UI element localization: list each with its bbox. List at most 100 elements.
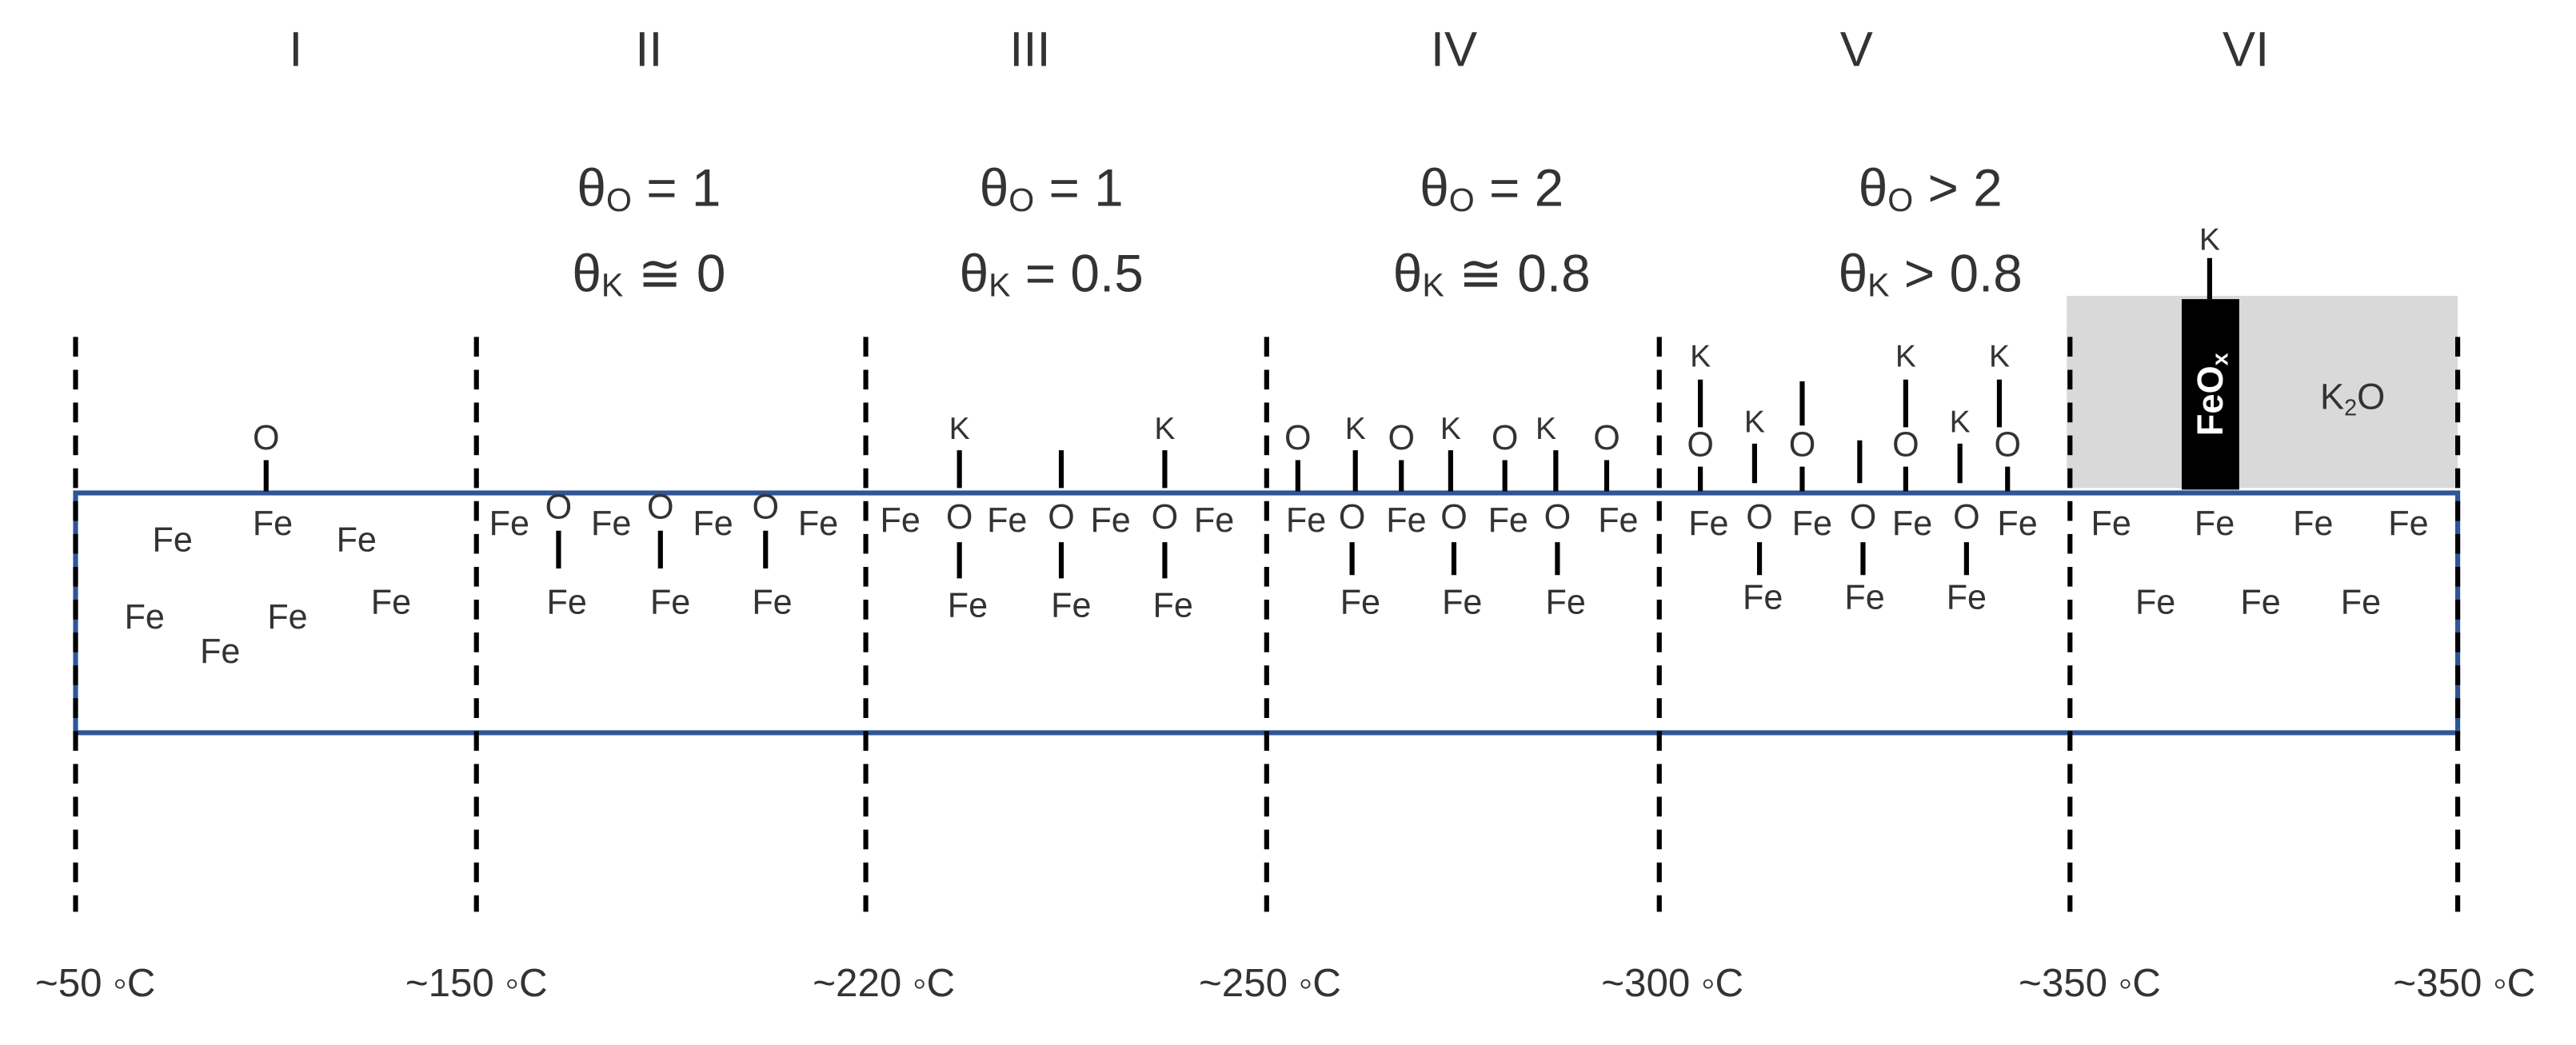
atom-label: O [752, 488, 779, 526]
atom-label: O [545, 488, 573, 526]
atom-label: O [1593, 419, 1620, 457]
atom-label: O [1152, 498, 1179, 536]
atom-label: Fe [2091, 505, 2131, 543]
k2o-layer [2067, 296, 2458, 489]
atom-label: Fe [253, 505, 293, 543]
coverage-label: θK ≅ 0 [572, 244, 725, 304]
atom-label: Fe [267, 598, 307, 636]
coverage-subscript: O [606, 181, 632, 218]
atom-label: O [1048, 498, 1075, 536]
coverage-value: = 0.5 [1011, 244, 1144, 303]
coverage-subscript: O [1887, 181, 1913, 218]
atom-label: Fe [798, 505, 838, 543]
oxide-main: FeO [2190, 365, 2231, 436]
coverage-symbol: θ [1839, 244, 1868, 303]
atom-label: Fe [1892, 505, 1932, 543]
coverage-symbol: θ [1420, 158, 1449, 217]
coverage-subscript: K [988, 267, 1010, 304]
atom-label: O [946, 498, 973, 536]
atom-label: O [1339, 498, 1366, 536]
coverage-label: θO > 2 [1859, 158, 2003, 218]
coverage-subscript: O [1449, 181, 1475, 218]
coverage-value: = 1 [632, 158, 721, 217]
atom-label: Fe [200, 632, 240, 671]
atom-label: Fe [1194, 501, 1234, 540]
temperature-label: ~350 ◦C [2019, 961, 2161, 1005]
coverage-value: ≅ 0 [623, 244, 725, 303]
stage-label: I [289, 22, 302, 77]
stage-label: VI [2223, 22, 2269, 77]
atom-label: O [1440, 498, 1468, 536]
stage-label: III [1009, 22, 1050, 77]
atom-label: Fe [371, 584, 411, 622]
coverage-symbol: θ [1393, 244, 1423, 303]
coverage-symbol: θ [960, 244, 989, 303]
atom-label: O [1850, 498, 1877, 536]
coverage-subscript: O [1008, 181, 1034, 218]
atom-label: O [1687, 425, 1714, 464]
atom-label: K [2199, 223, 2220, 257]
coverage-subscript: K [601, 267, 623, 304]
atom-label: O [1746, 498, 1773, 536]
atom-label: K [1895, 339, 1916, 373]
k2o-subscript: 2 [2344, 395, 2357, 421]
atom-label: Fe [1286, 501, 1326, 540]
coverage-symbol: θ [572, 244, 601, 303]
temperature-label: ~150 ◦C [405, 961, 548, 1005]
atom-label: Fe [2195, 505, 2235, 543]
atom-label: Fe [1090, 501, 1130, 540]
coverage-value: > 0.8 [1890, 244, 2023, 303]
temperature-label: ~50 ◦C [35, 961, 155, 1005]
coverage-label: θK = 0.5 [960, 244, 1144, 304]
temperature-label: ~300 ◦C [1601, 961, 1743, 1005]
atom-label: Fe [881, 501, 921, 540]
atom-label: Fe [489, 505, 529, 543]
coverage-symbol: θ [1859, 158, 1888, 217]
coverage-value: = 1 [1034, 158, 1123, 217]
oxide-subscript: x [2207, 353, 2233, 365]
atom-label: Fe [1743, 578, 1783, 616]
coverage-value: ≅ 0.8 [1444, 244, 1591, 303]
atom-label: Fe [125, 598, 165, 636]
k2o-main: K [2320, 376, 2344, 417]
atom-label: K [949, 412, 970, 446]
atom-label: Fe [1153, 587, 1193, 625]
coverage-symbol: θ [980, 158, 1009, 217]
atom-label: Fe [1598, 501, 1638, 540]
atom-label: O [1789, 425, 1816, 464]
coverage-value: > 2 [1913, 158, 2002, 217]
atom-label: Fe [650, 584, 690, 622]
atom-label: Fe [1386, 501, 1426, 540]
atom-label: Fe [591, 505, 631, 543]
coverage-subscript: K [1867, 267, 1889, 304]
k2o-tail: O [2357, 376, 2385, 417]
stage-label: IV [1431, 22, 1477, 77]
atom-label: Fe [2388, 505, 2428, 543]
atom-label: K [1345, 412, 1366, 446]
atom-label: Fe [1997, 505, 2037, 543]
coverage-label: θK ≅ 0.8 [1393, 244, 1591, 304]
coverage-label: θO = 1 [980, 158, 1124, 218]
atom-label: Fe [1442, 584, 1482, 622]
coverage-label: θO = 1 [577, 158, 721, 218]
k2o-label: K2O [2320, 376, 2385, 421]
atom-label: Fe [547, 584, 587, 622]
atom-label: Fe [1792, 505, 1832, 543]
temperature-label: ~220 ◦C [813, 961, 955, 1005]
atom-label: Fe [2240, 584, 2280, 622]
atom-label: K [1536, 412, 1556, 446]
atom-label: Fe [337, 521, 377, 560]
atom-label: K [1440, 412, 1461, 446]
atom-label: Fe [693, 505, 733, 543]
atom-label: Fe [1340, 584, 1380, 622]
atom-label: O [1388, 419, 1415, 457]
atom-label: K [1989, 339, 2010, 373]
coverage-label: θK > 0.8 [1839, 244, 2023, 304]
atom-label: Fe [1051, 587, 1091, 625]
atom-label: Fe [1947, 578, 1987, 616]
atom-label: Fe [2135, 584, 2175, 622]
atom-label: O [1492, 419, 1519, 457]
atom-label: O [253, 419, 280, 457]
oxide-label: FeOx [2190, 353, 2233, 436]
